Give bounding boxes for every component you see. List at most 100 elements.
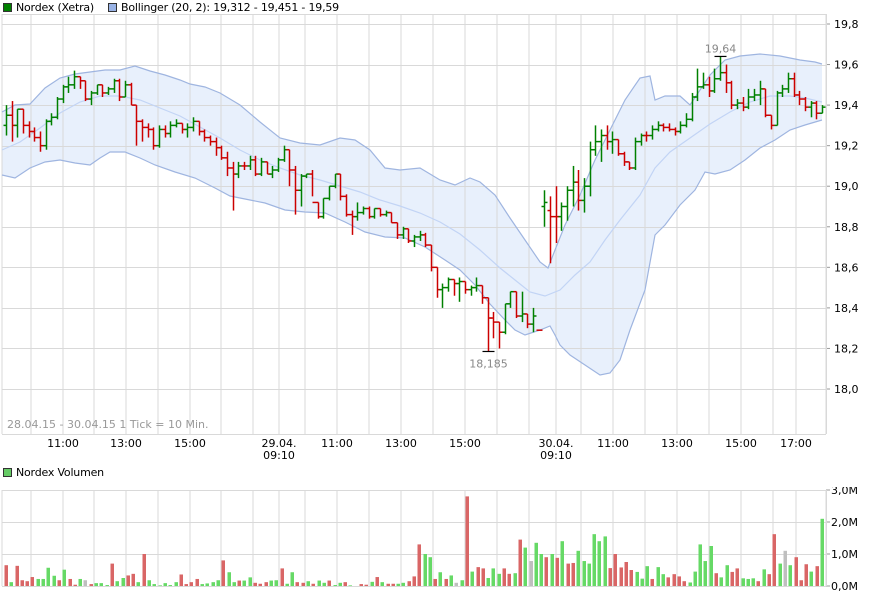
ohlc-bar xyxy=(626,161,633,170)
ohlc-bar xyxy=(48,113,55,126)
volume-bar xyxy=(407,581,411,586)
volume-bar xyxy=(301,582,305,586)
ohlc-bar xyxy=(71,70,78,89)
volume-bar xyxy=(725,565,729,586)
ohlc-bar xyxy=(490,311,497,339)
volume-bar xyxy=(576,550,580,586)
volume-bar xyxy=(333,585,337,586)
ohlc-bar xyxy=(632,137,639,170)
volume-bar xyxy=(68,578,72,586)
legend-item-bollinger: Bollinger (20, 2): 19,312 - 19,451 - 19,… xyxy=(108,1,339,14)
ohlc-bar xyxy=(530,307,537,333)
volume-bar xyxy=(423,554,427,586)
volume-bar xyxy=(25,581,29,586)
volume-bar xyxy=(41,578,45,586)
volume-bar xyxy=(688,582,692,586)
ohlc-bar xyxy=(507,290,514,308)
volume-bar xyxy=(809,571,813,586)
y-axis-label: 18,8 xyxy=(834,221,859,234)
volume-bar xyxy=(454,582,458,586)
volume-bar xyxy=(693,571,697,586)
legend-item-price: Nordex (Xetra) xyxy=(3,1,94,14)
volume-bar xyxy=(264,582,268,586)
y-axis-label: 18,6 xyxy=(834,261,859,274)
ohlc-bar xyxy=(37,131,44,152)
ohlc-bar xyxy=(734,99,741,110)
ohlc-bar xyxy=(20,108,27,134)
volume-bar xyxy=(566,563,570,586)
volume-bar xyxy=(741,578,745,586)
ohlc-bar xyxy=(609,131,616,154)
volume-bar xyxy=(735,568,739,586)
volume-bar xyxy=(30,577,34,586)
ohlc-bar xyxy=(3,105,10,136)
volume-bar xyxy=(767,574,771,586)
ohlc-bar xyxy=(649,125,656,140)
volume-bar xyxy=(83,580,87,586)
x-axis-sublabel: 09:10 xyxy=(263,449,295,462)
volume-bar xyxy=(359,584,363,586)
x-axis-label: 15:00 xyxy=(449,437,481,450)
ohlc-bar xyxy=(677,121,684,134)
ohlc-bar xyxy=(388,211,395,224)
ohlc-bar xyxy=(745,88,752,110)
ohlc-bar xyxy=(813,101,820,120)
volume-bar xyxy=(343,582,347,586)
ohlc-bar xyxy=(615,138,622,156)
ohlc-bar xyxy=(819,105,826,114)
volume-bar xyxy=(624,562,628,586)
ohlc-bars xyxy=(3,56,826,352)
volume-chart: 3,0M 2,0M 1,0M 0,0M xyxy=(1,487,858,593)
volume-bar xyxy=(142,554,146,586)
volume-bar xyxy=(306,581,310,586)
ohlc-bar xyxy=(717,56,724,81)
volume-bar xyxy=(592,534,596,586)
volume-bar xyxy=(110,563,114,586)
ohlc-bar xyxy=(473,277,480,292)
volume-bar xyxy=(635,571,639,586)
ohlc-bar xyxy=(14,108,21,138)
ohlc-bar xyxy=(694,68,701,102)
x-axis-label: 11:00 xyxy=(597,437,629,450)
volume-bar xyxy=(486,578,490,586)
ohlc-bar xyxy=(122,80,129,98)
date-range-info: 28.04.15 - 30.04.15 1 Tick = 10 Min. xyxy=(7,418,209,431)
volume-bar xyxy=(476,567,480,586)
volume-axis-label: 1,0M xyxy=(831,548,858,561)
bollinger-legend-label: Bollinger (20, 2): 19,312 - 19,451 - 19,… xyxy=(121,1,339,14)
volume-bar xyxy=(126,575,130,586)
volume-bar xyxy=(619,567,623,586)
ohlc-bar xyxy=(524,313,531,329)
volume-axis-label: 3,0M xyxy=(831,487,858,497)
volume-bar xyxy=(99,583,103,586)
volume-bar xyxy=(529,561,533,586)
volume-bar xyxy=(89,584,93,586)
ohlc-bar xyxy=(354,202,361,221)
volume-bar xyxy=(364,584,368,586)
volume-bar xyxy=(756,581,760,586)
high-annotation: 19,64 xyxy=(705,42,737,55)
ohlc-bar xyxy=(411,234,418,248)
volume-bar xyxy=(799,580,803,586)
volume-bar xyxy=(380,582,384,586)
volume-bar xyxy=(258,583,262,586)
ohlc-bar xyxy=(337,173,344,201)
volume-bar xyxy=(274,580,278,586)
volume-bar xyxy=(184,584,188,586)
y-axis-label: 18,0 xyxy=(834,383,859,396)
ohlc-bar xyxy=(683,113,690,128)
ohlc-bar xyxy=(700,72,707,89)
volume-bar xyxy=(677,576,681,586)
volume-bar xyxy=(205,583,209,586)
volume-bar xyxy=(311,583,315,586)
volume-bar xyxy=(20,580,24,586)
volume-bar xyxy=(470,571,474,586)
volume-bar xyxy=(158,585,162,586)
x-axis-label: 11:00 xyxy=(321,437,353,450)
y-axis-label: 19,4 xyxy=(834,99,859,112)
volume-bar xyxy=(815,566,819,586)
volume-bar xyxy=(216,580,220,586)
volume-swatch-icon xyxy=(3,468,12,477)
volume-bar xyxy=(174,582,178,586)
volume-bar xyxy=(36,578,40,586)
